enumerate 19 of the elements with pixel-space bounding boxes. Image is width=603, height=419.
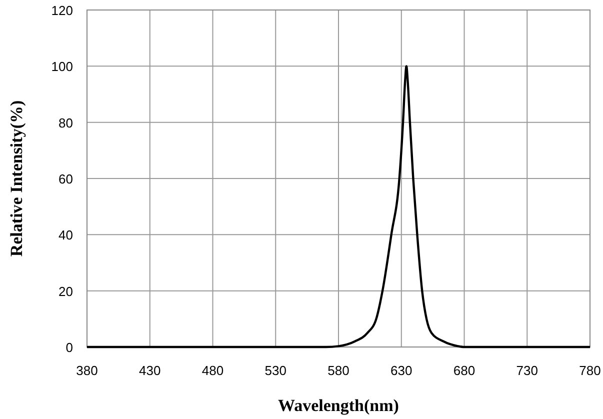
- x-tick-label: 730: [516, 363, 538, 378]
- x-tick-label: 780: [579, 363, 601, 378]
- x-axis-title: Wavelength(nm): [278, 396, 399, 415]
- x-tick-label: 630: [390, 363, 412, 378]
- x-tick-label: 580: [328, 363, 350, 378]
- y-tick-label: 80: [58, 115, 73, 130]
- y-axis-title: Relative Intensity(%): [7, 100, 26, 257]
- line-series: [86, 65, 592, 348]
- y-tick-label: 100: [51, 59, 73, 74]
- x-tick-label: 680: [453, 363, 476, 378]
- x-tick-label: 380: [76, 363, 98, 378]
- y-tick-label: 0: [66, 340, 73, 355]
- x-tick-label: 430: [139, 363, 161, 378]
- y-tick-label: 120: [51, 3, 73, 18]
- x-tick-label: 530: [264, 363, 286, 378]
- x-tick-label: 480: [202, 363, 224, 378]
- y-tick-label: 60: [58, 172, 73, 186]
- y-tick-label: 40: [58, 228, 73, 243]
- y-tick-label: 20: [58, 284, 73, 299]
